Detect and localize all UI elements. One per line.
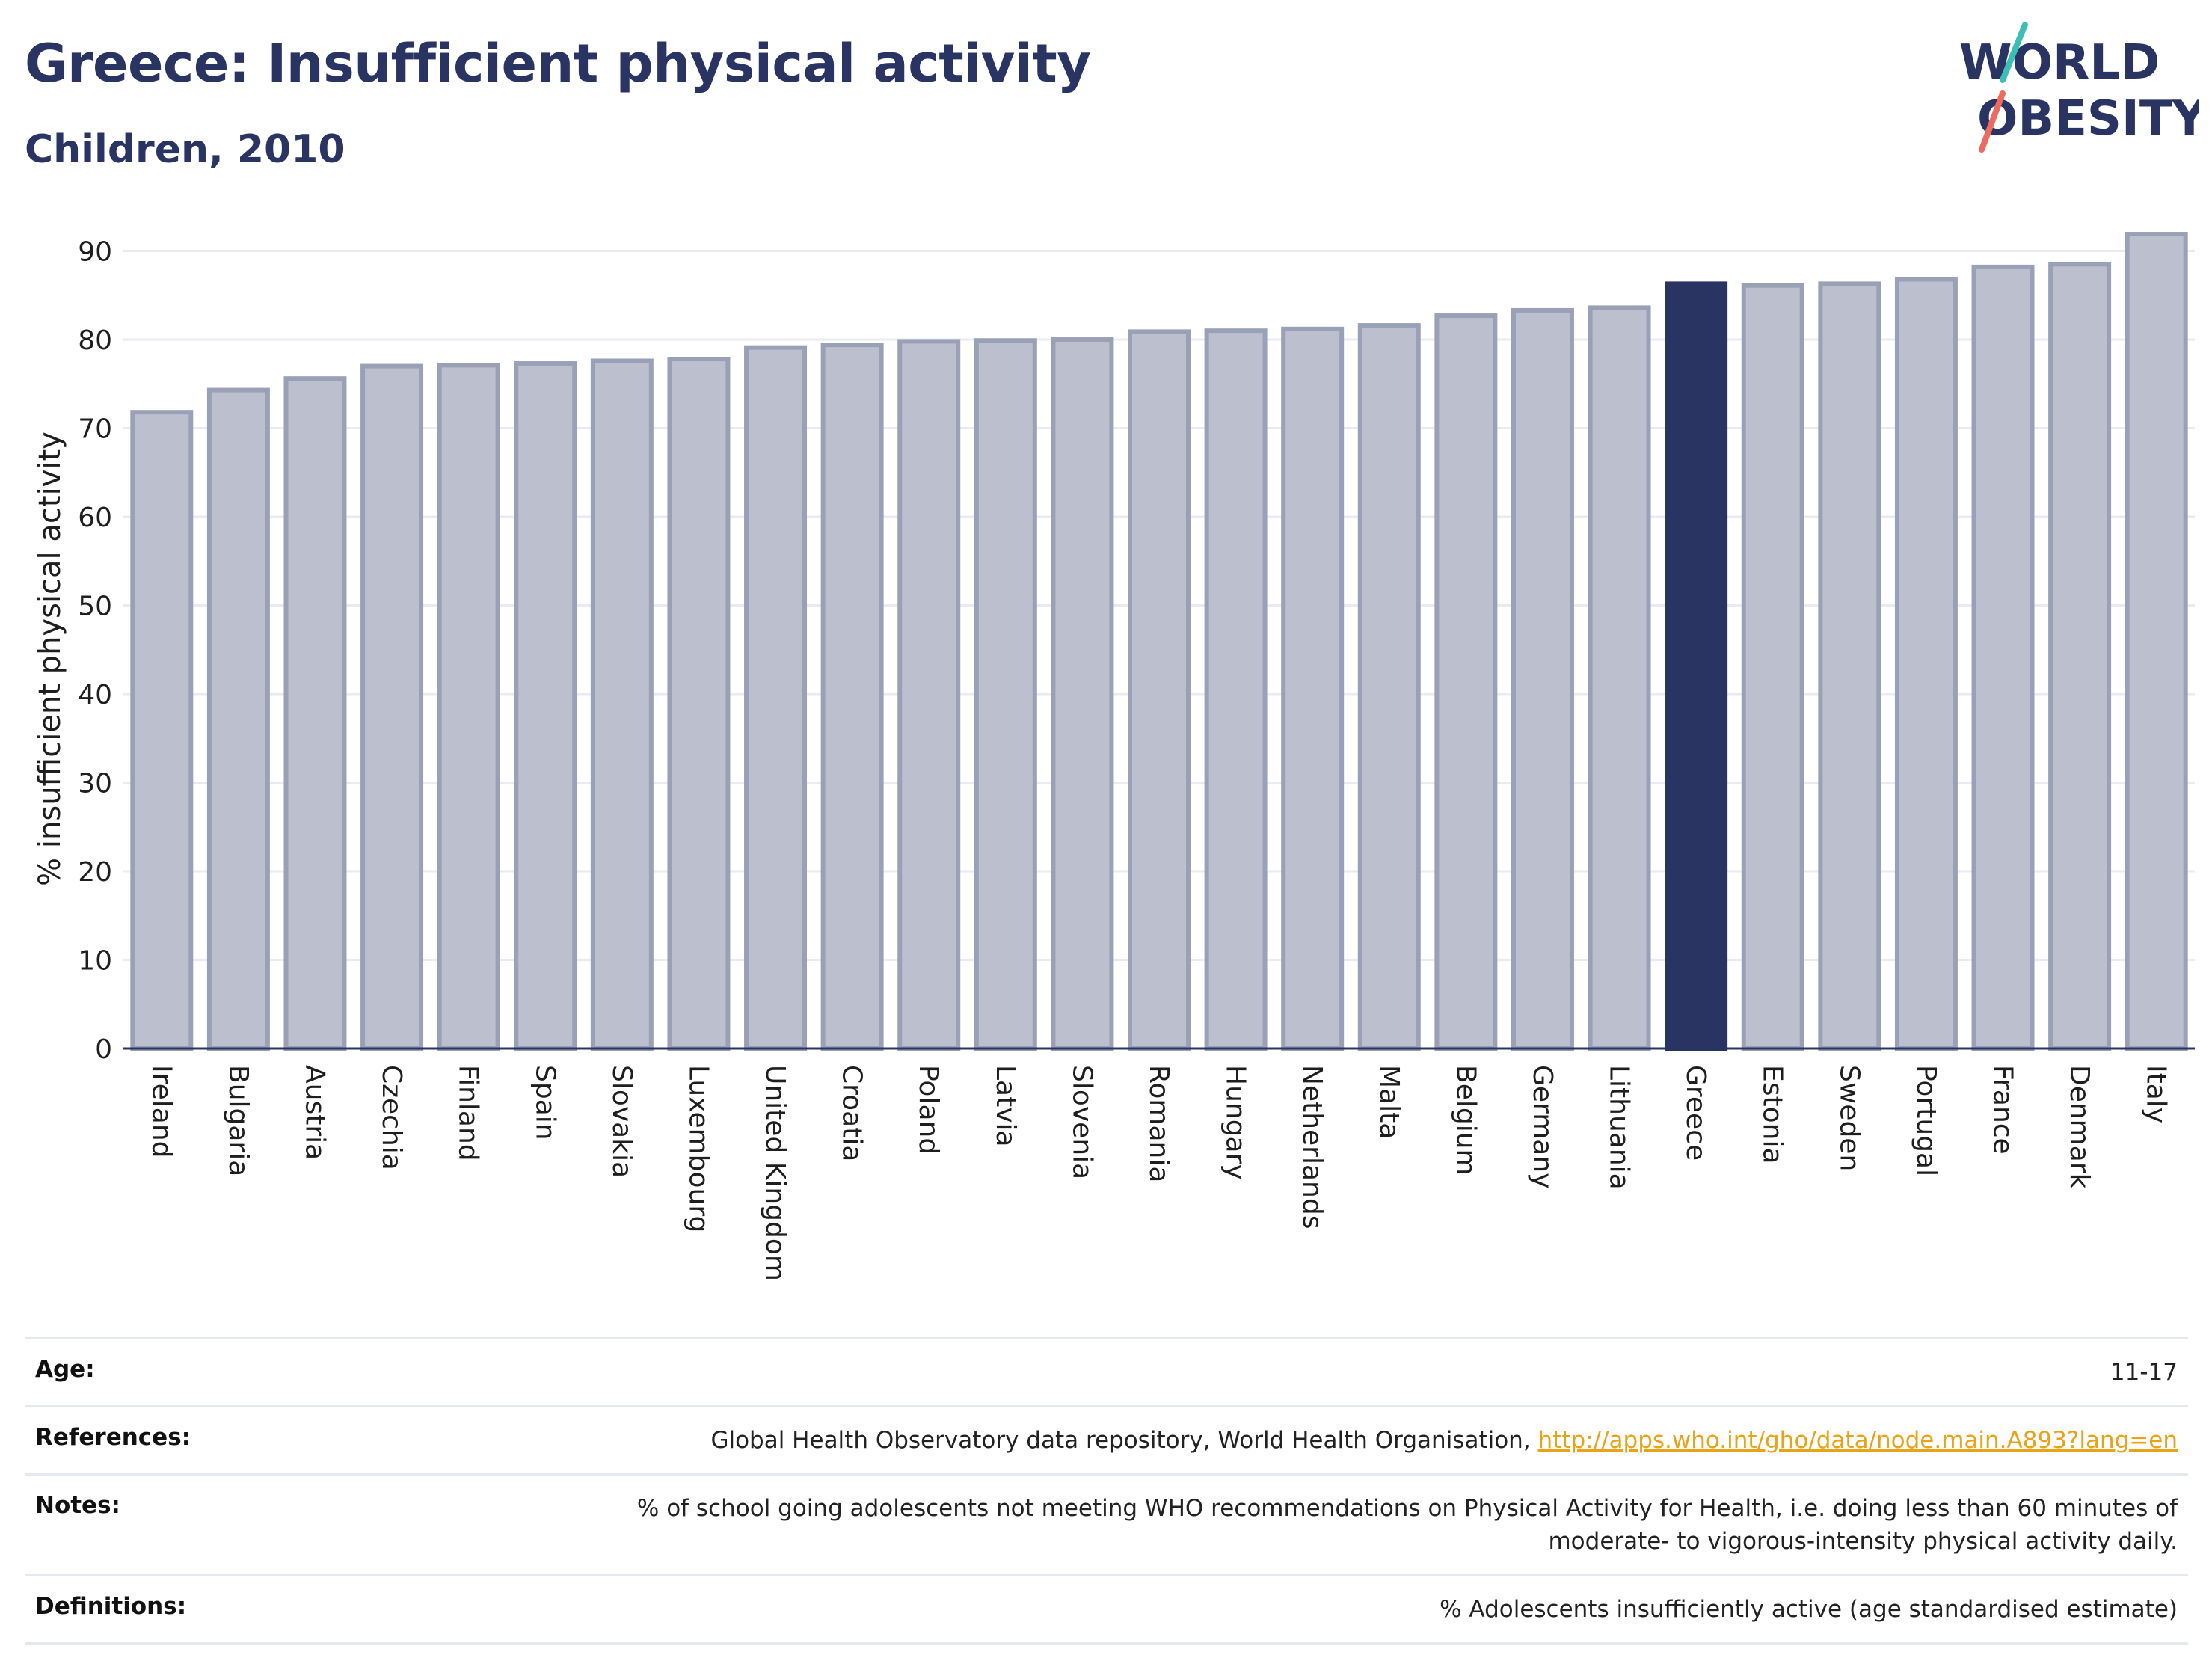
references-value: Global Health Observatory data repositor…: [270, 1405, 2188, 1475]
bar-sweden: [1818, 281, 1881, 1051]
x-tick-label: Luxembourg: [683, 1065, 713, 1232]
info-row-age: Age: 11-17: [25, 1337, 2188, 1407]
bar-ireland: [130, 410, 194, 1051]
bar-portugal: [1894, 277, 1958, 1051]
x-axis-labels: Ireland Bulgaria Austria Czechia Finland Spai…: [146, 1065, 2171, 1281]
x-tick-label: Austria: [299, 1065, 330, 1160]
age-value: 11-17: [270, 1337, 2188, 1407]
notes-value: % of school going adolescents not meetin…: [270, 1473, 2188, 1576]
y-tick-label: 0: [95, 1034, 112, 1065]
chart-subtitle: Children, 2010: [25, 127, 345, 172]
bar-france: [1971, 264, 2035, 1051]
bar-italy: [2125, 232, 2188, 1051]
bar-luxembourg: [667, 357, 731, 1051]
notes-line1: % of school going adolescents not meetin…: [636, 1495, 2178, 1522]
references-label: References:: [25, 1405, 270, 1475]
y-tick-label: 70: [78, 414, 112, 445]
logo-line2: OBESITY: [1977, 91, 2199, 147]
bar-spain: [514, 361, 577, 1051]
bar-romania: [1128, 329, 1191, 1051]
x-tick-label: Germany: [1527, 1065, 1558, 1188]
y-tick-label: 60: [78, 503, 112, 533]
bar-slovenia: [1051, 337, 1114, 1051]
x-tick-label: Ireland: [146, 1065, 176, 1158]
bar-austria: [283, 376, 347, 1051]
y-tick-label: 10: [78, 946, 112, 977]
y-tick-label: 50: [78, 592, 112, 622]
references-link[interactable]: http://apps.who.int/gho/data/node.main.A…: [1537, 1427, 2178, 1454]
notes-label: Notes:: [25, 1473, 270, 1576]
bar-bulgaria: [206, 387, 270, 1051]
bar-croatia: [820, 343, 884, 1051]
x-tick-label: France: [1988, 1065, 2018, 1155]
bar-netherlands: [1281, 326, 1345, 1051]
y-axis-ticks: 0 10 20 30 40 50 60 70 80 90: [78, 237, 112, 1065]
y-tick-label: 80: [78, 325, 112, 356]
y-axis-label: % insufficient physical activity: [33, 432, 67, 886]
x-tick-label: Croatia: [837, 1065, 867, 1161]
x-tick-label: Italy: [2141, 1065, 2172, 1123]
logo-line1: WORLD: [1959, 35, 2160, 90]
x-tick-label: Spain: [529, 1065, 560, 1140]
y-tick-label: 90: [78, 237, 112, 268]
x-tick-label: Estonia: [1757, 1065, 1788, 1164]
bar-estonia: [1741, 283, 1804, 1051]
x-tick-label: Slovakia: [606, 1065, 637, 1178]
x-tick-label: Netherlands: [1297, 1065, 1327, 1229]
logo-coral-stroke: [1979, 90, 2006, 153]
notes-line2: moderate- to vigorous-intensity physical…: [1548, 1528, 2178, 1555]
x-tick-label: Greece: [1680, 1065, 1711, 1161]
bar-greece: [1665, 281, 1728, 1051]
world-obesity-logo: WORLD OBESITY: [1959, 22, 2199, 153]
bar-czechia: [360, 363, 424, 1051]
bars: [130, 232, 2188, 1051]
bar-chart: 0 10 20 30 40 50 60 70 80 90 Ireland Bulgaria Austr…: [33, 232, 2195, 1281]
definitions-label: Definitions:: [25, 1574, 270, 1645]
bar-belgium: [1434, 313, 1498, 1051]
x-tick-label: Portugal: [1911, 1065, 1941, 1176]
bar-slovakia: [590, 358, 654, 1051]
info-row-notes: Notes: % of school going adolescents not…: [25, 1473, 2188, 1576]
y-tick-label: 40: [78, 680, 112, 710]
bar-hungary: [1204, 328, 1268, 1051]
x-tick-label: Lithuania: [1604, 1065, 1635, 1190]
x-tick-label: Slovenia: [1066, 1065, 1097, 1179]
bar-united-kingdom: [744, 345, 808, 1051]
x-tick-label: United Kingdom: [760, 1065, 790, 1281]
bar-lithuania: [1588, 305, 1651, 1051]
info-table: Age: 11-17 References: Global Health Obs…: [25, 1337, 2188, 1645]
x-tick-label: Malta: [1374, 1065, 1404, 1139]
bar-poland: [897, 339, 961, 1051]
logo-teal-stroke: [2000, 22, 2028, 83]
x-tick-label: Poland: [913, 1065, 944, 1155]
x-tick-label: Sweden: [1834, 1065, 1864, 1171]
y-tick-label: 30: [78, 769, 112, 799]
chart-title: Greece: Insufficient physical activity: [25, 33, 1091, 94]
y-tick-label: 20: [78, 857, 112, 888]
age-label: Age:: [25, 1337, 270, 1407]
info-row-references: References: Global Health Observatory da…: [25, 1405, 2188, 1475]
bar-denmark: [2048, 262, 2112, 1051]
x-tick-label: Latvia: [990, 1065, 1021, 1147]
x-tick-label: Hungary: [1220, 1065, 1251, 1180]
x-tick-label: Finland: [453, 1065, 484, 1161]
x-tick-label: Belgium: [1450, 1065, 1481, 1176]
bar-latvia: [974, 338, 1037, 1051]
bar-germany: [1511, 307, 1574, 1051]
info-row-definitions: Definitions: % Adolescents insufficientl…: [25, 1574, 2188, 1645]
bar-finland: [437, 363, 500, 1051]
definitions-value: % Adolescents insufficiently active (age…: [270, 1574, 2188, 1645]
x-tick-label: Czechia: [376, 1065, 407, 1170]
x-tick-label: Denmark: [2064, 1065, 2095, 1189]
references-text: Global Health Observatory data repositor…: [710, 1427, 1538, 1454]
bar-malta: [1357, 323, 1421, 1051]
x-tick-label: Bulgaria: [223, 1065, 254, 1176]
x-tick-label: Romania: [1143, 1065, 1174, 1182]
